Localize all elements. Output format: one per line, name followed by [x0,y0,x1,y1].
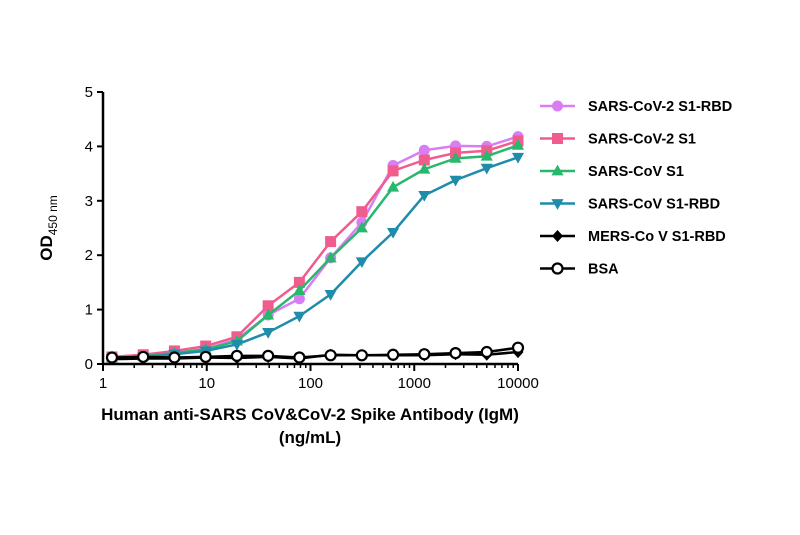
data-point-triangle-down [324,289,337,301]
data-point-square [552,133,563,144]
series-line [111,135,519,359]
data-point-open-circle [324,349,337,362]
y-tick-label: 5 [85,84,93,101]
x-tick-label: 1 [99,375,107,392]
data-point-open-circle [480,345,493,359]
data-point-triangle-down [551,199,564,210]
data-point-triangle-up [262,308,275,320]
data-point-circle [552,100,563,112]
series-0 [106,131,524,363]
data-point-triangle-down [262,328,275,339]
data-point-triangle-up [387,180,400,192]
data-point-square [293,276,305,288]
data-point-triangle-up [551,164,564,176]
x-axis-title-line2: (ng/mL) [279,428,341,447]
legend-label: SARS-CoV-2 S1-RBD [588,99,732,115]
y-tick-label: 4 [85,138,93,155]
x-tick-label: 10 [198,375,215,392]
data-point-triangle-down [387,227,400,239]
x-tick-label: 100 [298,375,323,392]
data-point-square [262,300,274,312]
x-tick-label: 1000 [398,375,431,392]
legend-label: SARS-CoV S1 [588,164,684,180]
legend-item: SARS-CoV S1-RBD [540,197,720,213]
data-point-open-circle [449,347,462,360]
y-tick-label: 3 [85,193,93,210]
series-3 [105,152,525,365]
legend-item: MERS-Co V S1-RBD [540,229,726,245]
data-point-open-circle [105,351,119,364]
series-line [111,139,519,359]
data-point-triangle-down [511,152,525,164]
y-axis-ticks: 0 1 2 3 4 5 [85,84,103,373]
data-point-circle [293,293,305,305]
data-point-triangle-down [480,163,493,175]
series-line [111,156,519,360]
data-point-open-circle [386,348,400,361]
legend: SARS-CoV-2 S1-RBD SARS-CoV-2 S1 SARS-CoV S… [540,99,732,278]
data-point-triangle-up [449,152,462,163]
series-5 [105,341,525,364]
legend-item: SARS-CoV-2 S1 [540,132,696,148]
y-tick-label: 2 [85,247,93,264]
data-point-triangle-up [480,149,493,161]
y-tick-label: 1 [85,302,93,319]
legend-item: BSA [540,262,619,278]
data-point-triangle-down [449,175,462,187]
data-point-open-circle [262,349,275,362]
data-point-triangle-up [418,162,431,174]
data-point-square [356,206,368,218]
y-tick-label: 0 [85,356,93,373]
legend-label: BSA [588,262,619,278]
y-axis-title-main: OD [37,235,56,261]
data-point-open-circle [551,262,564,275]
data-point-open-circle [168,351,181,364]
data-point-square [418,154,430,166]
data-point-square [325,236,337,248]
data-point-circle [418,144,430,156]
legend-label: MERS-Co V S1-RBD [588,229,726,245]
legend-item: SARS-CoV S1 [540,164,684,180]
data-point-triangle-up [355,221,368,233]
series-2 [105,138,525,363]
data-point-open-circle [511,341,525,354]
svg-text:OD450 nm: OD450 nm [37,195,60,261]
axes [101,92,518,366]
legend-item: SARS-CoV-2 S1-RBD [540,99,732,115]
data-point-triangle-down [230,340,243,351]
data-point-square [387,165,399,177]
data-point-triangle-up [324,251,337,263]
series-layer [105,131,525,366]
legend-label: SARS-CoV-2 S1 [588,132,696,148]
x-axis-title-line1: Human anti-SARS CoV&CoV-2 Spike Antibody… [101,405,519,424]
y-axis-title: OD450 nm [37,195,60,261]
series-1 [106,135,524,363]
x-axis-ticks: 1 10 100 1000 10000 [99,364,539,392]
data-point-open-circle [418,348,431,361]
x-tick-label: 10000 [497,375,539,392]
data-point-open-circle [199,350,212,364]
data-point-triangle-down [355,257,368,269]
data-point-triangle-down [418,190,431,202]
data-point-open-circle [137,350,150,364]
data-point-open-circle [293,351,306,364]
data-point-triangle-down [293,311,306,323]
data-point-diamond [552,229,563,243]
data-point-triangle-up [293,284,306,295]
y-axis-title-sub: 450 nm [46,195,60,235]
data-point-open-circle [230,349,244,362]
legend-label: SARS-CoV S1-RBD [588,197,720,213]
data-point-open-circle [355,349,368,362]
data-point-triangle-up [511,138,525,150]
